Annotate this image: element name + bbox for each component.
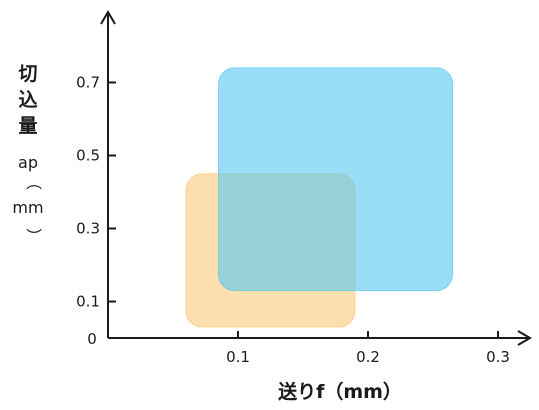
y-axis-title-char-2: 込 [18,89,37,111]
y-tick-label-3: 0.5 [76,147,100,165]
x-axis-arrow [517,330,532,346]
y-axis-arrow [100,10,116,25]
region-2 [218,67,453,292]
y-tick-label-1: 0.1 [76,293,100,311]
y-axis-unit-open-paren: （ [24,174,43,190]
y-tick-label-2: 0.3 [76,220,100,238]
y-tick-label-4: 0.7 [76,74,100,92]
x-tick-label-2: 0.2 [356,348,380,366]
x-axis-title: 送りf（mm） [278,380,402,403]
x-tick-label-1: 0.1 [226,348,250,366]
x-tick-label-3: 0.3 [486,348,510,366]
origin-label: 0 [87,330,97,348]
regions-layer [185,67,453,328]
y-axis-title-char-1: 切 [18,63,37,85]
ticks-layer: 0.1 0.2 0.3 0.1 0.3 0.5 0.7 [76,74,510,367]
y-axis-unit-ap: ap [18,153,38,172]
y-axis-title-char-3: 量 [18,115,37,137]
y-axis-unit-close-paren: ） [24,228,43,244]
y-axis-unit-mm: mm [12,198,43,217]
